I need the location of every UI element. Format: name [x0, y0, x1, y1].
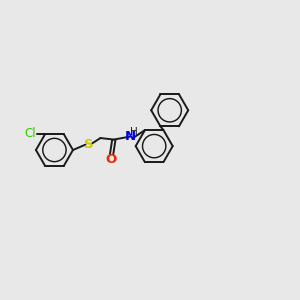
Text: S: S — [84, 138, 94, 151]
Text: O: O — [106, 153, 117, 166]
Text: N: N — [125, 130, 136, 143]
Text: Cl: Cl — [25, 127, 36, 140]
Text: H: H — [130, 127, 138, 137]
